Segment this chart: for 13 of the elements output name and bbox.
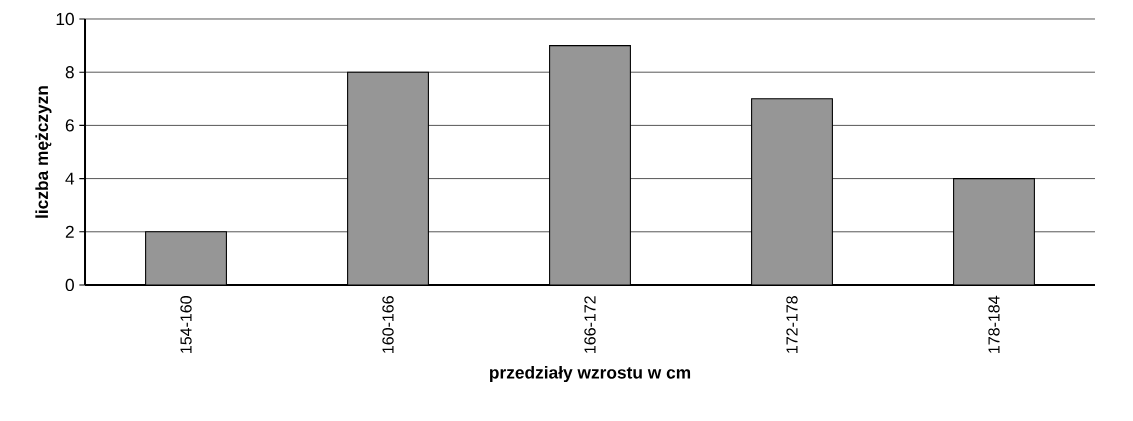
x-tick-label: 172-178 bbox=[786, 296, 798, 353]
x-tick-label: 160-166 bbox=[382, 296, 394, 353]
y-axis-title: liczba mężczyzn bbox=[35, 86, 52, 218]
y-tick-label: 6 bbox=[65, 119, 74, 132]
x-tick-label: 178-184 bbox=[988, 295, 1000, 353]
y-tick-label: 10 bbox=[56, 12, 74, 26]
x-axis-title: przedziały wzrostu w cm bbox=[490, 365, 691, 383]
y-tick-label: 2 bbox=[65, 225, 74, 238]
x-tick-label: 166-172 bbox=[584, 296, 596, 353]
y-tick-label: 0 bbox=[65, 278, 74, 292]
y-tick-label: 4 bbox=[65, 172, 75, 185]
x-tick-label: 154-160 bbox=[180, 296, 192, 353]
y-tick-label: 8 bbox=[65, 66, 74, 79]
